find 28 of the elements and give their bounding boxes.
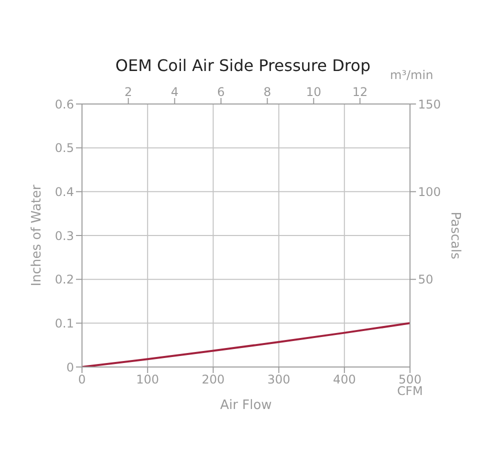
x2-tick-label: 12 (352, 85, 368, 99)
y-tick-label: 0.5 (54, 141, 74, 156)
chart-title: OEM Coil Air Side Pressure Drop (115, 56, 371, 75)
x-tick-label: 300 (267, 372, 290, 387)
x2-tick-label: 4 (170, 85, 178, 99)
text: CFM (396, 384, 424, 398)
x-tick-label: 0 (78, 372, 86, 387)
y2-axis-title: Pascals (447, 212, 462, 260)
y-axis-title: Inches of Water (30, 184, 45, 286)
y-tick-label: 0.3 (54, 228, 74, 243)
x-tick-label: 100 (136, 372, 160, 387)
x2-tick-label: 6 (217, 85, 225, 99)
y-tick-label: 0.4 (54, 184, 74, 199)
y-tick-label: 0 (66, 360, 74, 374)
y2-tick-label: 150 (418, 97, 441, 112)
x-tick-label: 200 (202, 372, 225, 387)
x2-tick-label: 10 (306, 85, 322, 99)
y-tick-label: 0.2 (54, 272, 74, 287)
x-tick-label: 400 (332, 372, 356, 387)
x-tick-label: 500 (398, 372, 422, 387)
x-axis-title: Air Flow (220, 398, 272, 413)
x2-tick-label: 2 (124, 85, 132, 99)
x2-tick-label: 8 (263, 85, 272, 99)
y2-tick-label: 100 (418, 184, 441, 199)
y2-tick-label: 50 (418, 272, 434, 287)
x2-axis-title: m³/min (390, 68, 434, 82)
y-tick-label: 0.6 (54, 97, 74, 112)
y-tick-label: 0.1 (54, 316, 74, 330)
